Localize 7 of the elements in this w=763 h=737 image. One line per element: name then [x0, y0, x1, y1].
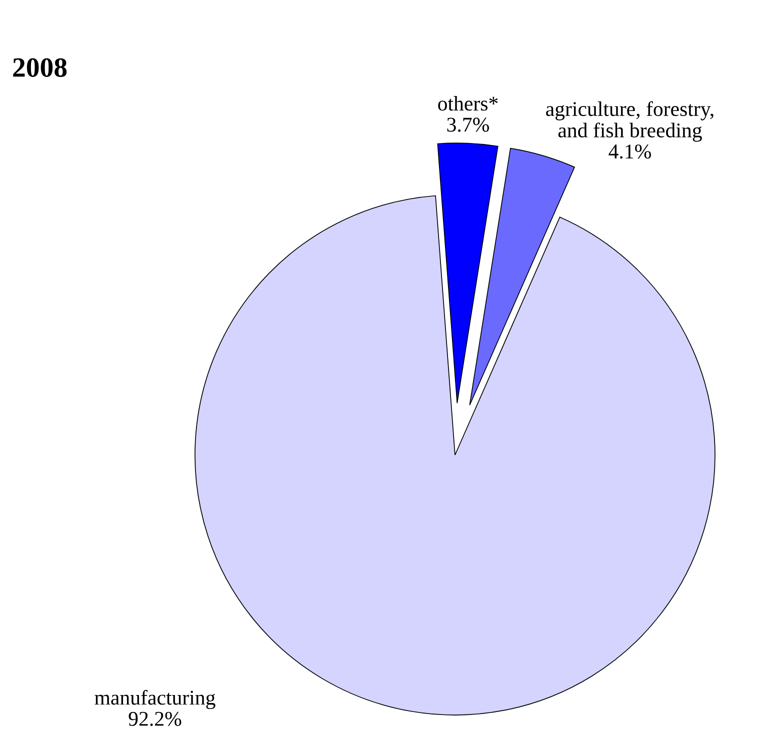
- data-label: 4.1%: [608, 144, 651, 159]
- data-label: 92.2%: [128, 712, 182, 726]
- slice-label: manufacturing: [94, 690, 216, 710]
- data-label: 3.7%: [447, 118, 489, 132]
- slice-label: agriculture, forestry, and fish breeding: [546, 101, 714, 142]
- chart-title: 2008: [13, 58, 67, 77]
- slice-label: others*: [438, 96, 498, 111]
